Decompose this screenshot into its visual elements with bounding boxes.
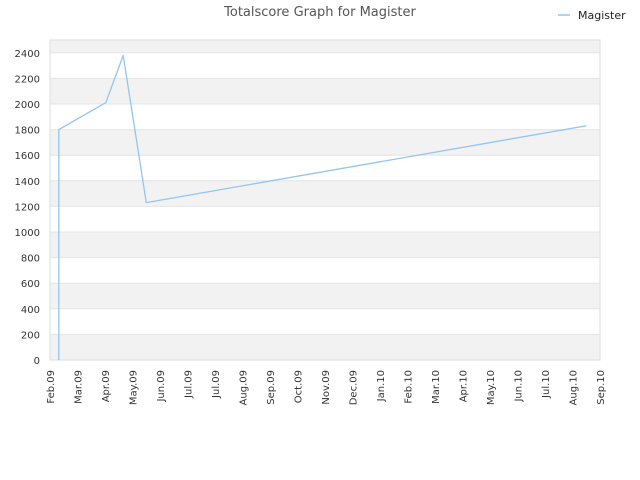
y-axis-ticks: 0 200 400 600 800 1000 1200 1400 1600 1800 2000 220… — [15, 49, 40, 367]
y-tick-label: 1800 — [15, 126, 40, 137]
x-tick-label: Apr.10 — [459, 370, 470, 402]
x-tick-label: Jul.09 — [184, 370, 195, 399]
x-tick-label: Jul.09 — [211, 370, 222, 399]
plot-band — [50, 40, 600, 53]
x-tick-label: Jul.10 — [541, 370, 552, 399]
plot-bands — [50, 40, 600, 360]
gridlines — [50, 52, 600, 361]
x-tick-label: Jan.10 — [376, 370, 387, 402]
plot-band — [50, 104, 600, 130]
y-tick-label: 2000 — [15, 100, 40, 111]
y-tick-label: 200 — [21, 330, 40, 341]
y-tick-label: 1400 — [15, 177, 40, 188]
y-tick-label: 400 — [21, 305, 40, 316]
x-tick-label: May.09 — [129, 370, 140, 405]
x-tick-label: Sep.09 — [266, 370, 277, 405]
series-layer — [58, 54, 587, 360]
plot-band — [50, 257, 600, 284]
x-tick-label: Aug.09 — [239, 370, 250, 405]
series-line-magister — [58, 54, 587, 360]
plot-band — [50, 180, 600, 207]
plot-band — [50, 334, 600, 360]
y-tick-label: 1200 — [15, 202, 40, 213]
x-tick-label: Mar.10 — [431, 370, 442, 404]
plot-band — [50, 232, 600, 258]
chart-title: Totalscore Graph for Magister — [223, 5, 416, 20]
y-tick-label: 0 — [34, 356, 40, 367]
x-tick-label: Aug.10 — [569, 370, 580, 405]
x-tick-label: Jun.09 — [156, 370, 167, 403]
x-tick-label: Jun.10 — [514, 370, 525, 403]
plot-band — [50, 129, 600, 156]
x-tick-label: Feb.10 — [404, 370, 415, 404]
plot-band — [50, 308, 600, 335]
y-tick-label: 600 — [21, 279, 40, 290]
x-tick-label: Oct.09 — [294, 370, 305, 403]
x-tick-label: Apr.09 — [101, 370, 112, 402]
x-tick-label: Feb.09 — [46, 370, 57, 404]
x-tick-label: Mar.09 — [74, 370, 85, 404]
y-tick-label: 1000 — [15, 228, 40, 239]
legend-label-magister: Magister — [578, 9, 626, 22]
y-tick-label: 2200 — [15, 74, 40, 85]
x-axis-ticks: Feb.09 Mar.09 Apr.09 May.09 Jun.09 Jul.09 Jul.… — [46, 370, 607, 405]
plot-band — [50, 78, 600, 104]
x-tick-label: Dec.09 — [349, 370, 360, 405]
x-tick-label: Nov.09 — [321, 370, 332, 405]
plot-band — [50, 283, 600, 309]
plot-band — [50, 52, 600, 79]
x-tick-label: Sep.10 — [596, 370, 607, 405]
x-tick-label: May.10 — [486, 370, 497, 405]
y-tick-label: 800 — [21, 254, 40, 265]
plot-frame — [49, 39, 601, 361]
legend: Magister — [558, 9, 626, 22]
y-tick-label: 2400 — [15, 49, 40, 60]
y-tick-label: 1600 — [15, 151, 40, 162]
plot-band — [50, 155, 600, 181]
plot-band — [50, 206, 600, 232]
